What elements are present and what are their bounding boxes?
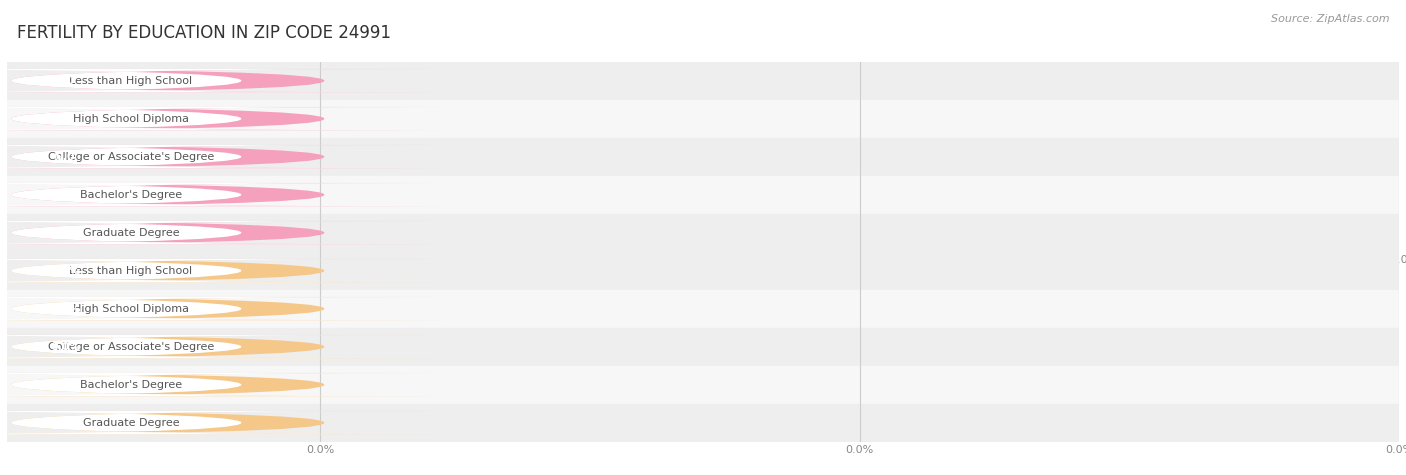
Text: 0.0: 0.0 (56, 152, 76, 162)
FancyBboxPatch shape (0, 221, 443, 245)
FancyBboxPatch shape (0, 221, 443, 245)
FancyBboxPatch shape (0, 373, 443, 397)
FancyBboxPatch shape (0, 107, 443, 131)
FancyBboxPatch shape (0, 297, 443, 321)
Text: Bachelor's Degree: Bachelor's Degree (80, 190, 181, 200)
Bar (7, 404, 1399, 442)
Text: High School Diploma: High School Diploma (73, 304, 188, 314)
FancyBboxPatch shape (0, 69, 443, 93)
Text: College or Associate's Degree: College or Associate's Degree (48, 152, 214, 162)
Text: High School Diploma: High School Diploma (73, 114, 188, 124)
Text: College or Associate's Degree: College or Associate's Degree (48, 342, 214, 352)
FancyBboxPatch shape (0, 107, 443, 131)
FancyBboxPatch shape (0, 183, 443, 207)
FancyBboxPatch shape (0, 145, 443, 169)
Text: Source: ZipAtlas.com: Source: ZipAtlas.com (1271, 14, 1389, 24)
Bar (7, 100, 1399, 138)
Text: 0.0%: 0.0% (51, 418, 80, 428)
Bar (7, 214, 1399, 252)
Bar (7, 290, 1399, 328)
FancyBboxPatch shape (0, 335, 443, 359)
FancyBboxPatch shape (0, 259, 443, 283)
FancyBboxPatch shape (0, 183, 443, 207)
Text: Graduate Degree: Graduate Degree (83, 418, 179, 428)
FancyBboxPatch shape (0, 335, 443, 359)
FancyBboxPatch shape (0, 373, 443, 397)
Text: Bachelor's Degree: Bachelor's Degree (80, 380, 181, 390)
FancyBboxPatch shape (0, 297, 443, 321)
Text: 0.0: 0.0 (56, 114, 76, 124)
Bar (7, 176, 1399, 214)
FancyBboxPatch shape (0, 145, 443, 169)
Text: 0.0: 0.0 (56, 228, 76, 238)
Text: 0.0%: 0.0% (51, 266, 80, 276)
Bar (7, 138, 1399, 176)
Bar (7, 366, 1399, 404)
Text: FERTILITY BY EDUCATION IN ZIP CODE 24991: FERTILITY BY EDUCATION IN ZIP CODE 24991 (17, 24, 391, 42)
Bar (7, 62, 1399, 100)
Text: 0.0: 0.0 (56, 190, 76, 200)
Text: 0.0: 0.0 (56, 76, 76, 86)
FancyBboxPatch shape (0, 259, 443, 283)
Text: 0.0%: 0.0% (51, 342, 80, 352)
Bar (7, 328, 1399, 366)
Text: 0.0%: 0.0% (51, 380, 80, 390)
Bar (7, 252, 1399, 290)
Text: Less than High School: Less than High School (69, 76, 193, 86)
Text: Less than High School: Less than High School (69, 266, 193, 276)
FancyBboxPatch shape (0, 411, 443, 435)
FancyBboxPatch shape (0, 411, 443, 435)
Text: 0.0%: 0.0% (51, 304, 80, 314)
FancyBboxPatch shape (0, 69, 443, 93)
Text: Graduate Degree: Graduate Degree (83, 228, 179, 238)
